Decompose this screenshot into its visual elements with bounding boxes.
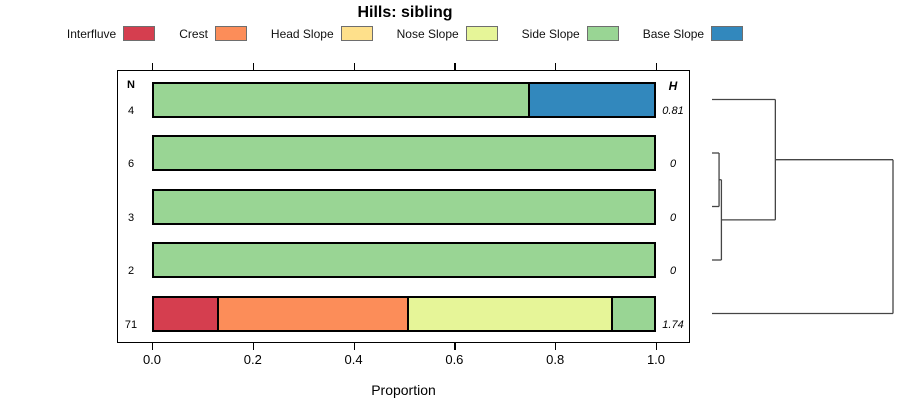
legend-item-side-slope: Side Slope	[522, 26, 619, 41]
axis-tick-bottom	[656, 343, 658, 350]
h-value: 1.74	[662, 318, 684, 331]
bar-segment-nose-slope	[406, 297, 611, 330]
legend-label: Interfluve	[66, 26, 117, 41]
chart-title: Hills: sibling	[357, 4, 453, 21]
legend-label: Head Slope	[270, 26, 334, 41]
x-tick-label: 1.0	[646, 352, 666, 367]
row-label-merkel	[0, 91, 110, 109]
axis-tick-top	[152, 63, 154, 70]
legend: Interfluve Crest Head Slope Nose Slope Side …	[0, 26, 810, 41]
legend-label: Crest	[179, 26, 208, 41]
legend-swatch	[214, 26, 247, 41]
row-label-nevine	[0, 198, 110, 216]
axis-tick-top	[656, 63, 658, 70]
axis-tick-bottom	[353, 343, 355, 350]
bar-segment-side-slope	[154, 190, 654, 223]
row-label-brevco	[0, 305, 110, 323]
n-column-header: N	[127, 79, 135, 91]
legend-item-head-slope: Head Slope	[271, 26, 373, 41]
h-column-header: H	[668, 79, 678, 93]
x-tick-label: 0.6	[445, 352, 464, 367]
bar-segment-side-slope	[154, 83, 528, 116]
x-tick-label: 0.0	[142, 352, 162, 367]
legend-label: Side Slope	[521, 26, 580, 41]
h-value: 0.81	[662, 104, 684, 117]
legend-swatch	[123, 26, 156, 41]
legend-item-nose-slope: Nose Slope	[397, 26, 498, 41]
axis-tick-bottom	[454, 343, 456, 350]
bar-segment-crest	[216, 297, 407, 330]
x-tick-label: 0.4	[344, 352, 363, 367]
axis-tick-bottom	[252, 343, 255, 350]
n-value: 3	[127, 211, 135, 224]
legend-label: Base Slope	[642, 26, 705, 41]
n-value: 4	[127, 104, 135, 117]
legend-item-interfluve: Interfluve	[66, 26, 156, 41]
stacked-bar-vanbrunt	[152, 135, 656, 171]
stacked-bar-brevco	[152, 295, 656, 332]
stacked-bar-merkel	[152, 81, 656, 118]
legend-item-crest: Crest	[179, 26, 247, 41]
legend-label: Nose Slope	[396, 26, 459, 41]
plot-area-border	[117, 70, 690, 343]
bar-segment-base-slope	[527, 83, 654, 116]
stacked-bar-mineral	[152, 242, 656, 278]
n-value: 71	[124, 318, 138, 331]
legend-swatch	[340, 26, 373, 41]
legend-swatch	[465, 26, 498, 41]
legend-swatch	[586, 26, 619, 41]
legend-item-base-slope: Base Slope	[642, 26, 744, 41]
legend-swatch	[711, 26, 744, 41]
bar-segment-side-slope	[610, 297, 654, 330]
axis-tick-bottom	[152, 343, 154, 350]
axis-tick-bottom	[555, 343, 557, 350]
bar-segment-side-slope	[154, 137, 654, 169]
h-value: 0	[669, 158, 677, 170]
h-value: 0	[669, 211, 677, 224]
n-value: 2	[127, 265, 135, 277]
x-tick-label: 0.2	[243, 352, 262, 367]
h-value: 0	[669, 265, 677, 277]
axis-tick-top	[353, 63, 355, 70]
row-label-mineral	[0, 251, 110, 269]
row-label-vanbrunt	[0, 144, 110, 162]
axis-tick-top	[454, 63, 456, 70]
bar-segment-side-slope	[154, 244, 654, 276]
n-value: 6	[127, 158, 135, 170]
bar-segment-interfluve	[154, 297, 217, 330]
x-axis-title: Proportion	[371, 382, 436, 398]
axis-tick-top	[555, 63, 557, 70]
stacked-bar-nevine	[152, 188, 656, 225]
x-tick-label: 0.8	[546, 352, 565, 367]
axis-tick-top	[252, 63, 255, 70]
